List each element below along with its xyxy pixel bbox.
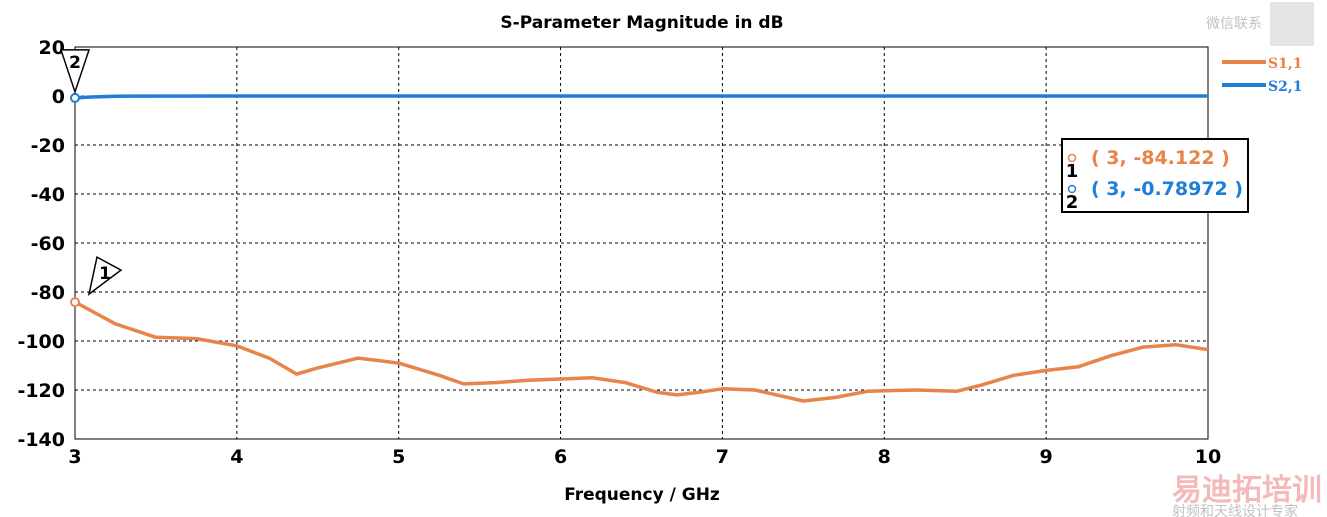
y-tick-label: -40: [31, 184, 65, 206]
series-line-S1-1: [74, 300, 1209, 403]
legend-label: S1,1: [1268, 56, 1302, 72]
marker-readout-icon: [1067, 153, 1077, 163]
watermark-line2: 射频和天线设计专家: [1172, 503, 1298, 517]
marker-readout-value: ( 3, -84.122 ): [1091, 147, 1230, 169]
x-tick-label: 5: [392, 446, 405, 468]
y-tick-label: -120: [17, 380, 65, 402]
qr-code-icon: [1270, 2, 1314, 46]
y-tick-label: -100: [17, 331, 65, 353]
marker-flag-label: 1: [99, 264, 111, 284]
y-tick-label: 20: [39, 37, 65, 59]
marker-readout-icon: [1067, 184, 1077, 194]
x-tick-label: 4: [230, 446, 243, 468]
marker-readout-box: 1 ( 3, -84.122 ) 2 ( 3, -0.78972 ): [1061, 138, 1249, 213]
x-tick-label: 3: [68, 446, 81, 468]
marker-readout-value: ( 3, -0.78972 ): [1091, 178, 1243, 200]
chart-title: S-Parameter Magnitude in dB: [500, 13, 783, 33]
watermark: 微信联系 易迪拓培训 射频和天线设计专家: [1172, 2, 1322, 517]
x-axis-label: Frequency / GHz: [564, 485, 720, 505]
series-line-S2-1: [74, 94, 1208, 100]
marker-1-point: [70, 297, 80, 308]
x-tick-label: 10: [1195, 446, 1221, 468]
y-tick-label: -60: [31, 233, 65, 255]
y-tick-label: 0: [52, 86, 65, 108]
watermark-line1: 易迪拓培训: [1172, 473, 1322, 508]
plot-frame: [74, 46, 1209, 440]
marker-readout-id: 1: [1066, 161, 1079, 182]
marker-flag-label: 2: [69, 53, 81, 73]
x-tick-label: 8: [878, 446, 891, 468]
x-tick-label: 6: [554, 446, 567, 468]
marker-flag-2: [59, 49, 91, 95]
watermark-qr-caption: 微信联系: [1206, 16, 1262, 32]
y-tick-label: -80: [31, 282, 65, 304]
y-tick-label: -140: [17, 429, 65, 451]
legend-label: S2,1: [1268, 79, 1302, 95]
y-tick-label: -20: [31, 135, 65, 157]
marker-flag-1: [87, 255, 123, 296]
marker-2-point: [70, 92, 80, 103]
x-tick-label: 7: [716, 446, 729, 468]
x-tick-label: 9: [1040, 446, 1053, 468]
marker-readout-id: 2: [1066, 192, 1079, 213]
